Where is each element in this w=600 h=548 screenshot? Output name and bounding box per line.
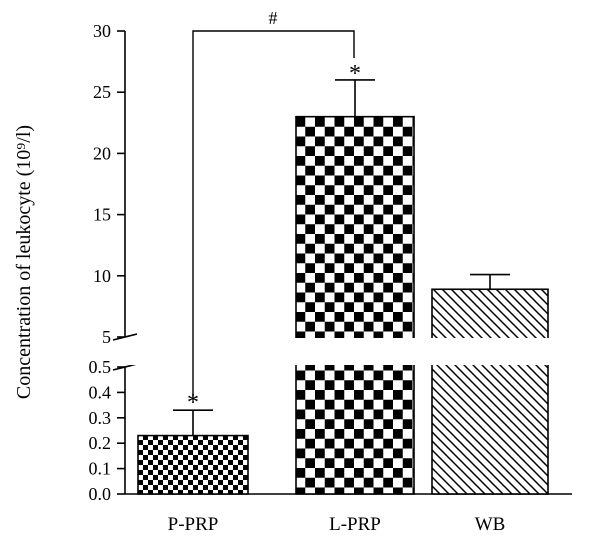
y-tick-label: 5 [102, 327, 111, 347]
annotations: # * * [187, 8, 361, 416]
bar-p-prp [138, 435, 248, 494]
y-tick-label: 0.2 [89, 433, 112, 453]
bars [137, 115, 549, 495]
y-tick-label: 30 [93, 21, 111, 41]
x-category-label-p-prp: P-PRP [168, 514, 219, 535]
y-tick-label: 0.4 [89, 382, 112, 402]
y-tick-label: 25 [93, 82, 111, 102]
x-category-labels: P-PRP L-PRP WB [168, 514, 506, 535]
y-tick-label: 20 [93, 143, 111, 163]
bar-l-prp [296, 116, 414, 495]
y-tick-label: 0.0 [89, 484, 112, 504]
comparison-symbol: # [269, 8, 278, 28]
bar-wb [432, 289, 548, 494]
y-tick-label: 0.3 [89, 408, 112, 428]
error-bars [173, 79, 510, 436]
star-l-prp: * [349, 61, 361, 87]
axis-break-gap [126, 338, 572, 365]
y-tick-label: 15 [93, 205, 111, 225]
star-p-prp: * [187, 390, 199, 416]
y-axis-title: Concentration of leukocyte (10⁹/l) [13, 125, 35, 399]
x-category-label-wb: WB [475, 514, 506, 535]
x-category-label-l-prp: L-PRP [329, 514, 381, 535]
y-tick-label: 0.1 [89, 459, 112, 479]
y-tick-label: 10 [93, 266, 111, 286]
comparison-bracket [192, 30, 355, 400]
y-tick-label: 0.5 [89, 357, 112, 377]
y-ticks: 0.0 0.1 0.2 0.3 0.4 0.5 5 10 15 20 25 30 [89, 21, 125, 504]
